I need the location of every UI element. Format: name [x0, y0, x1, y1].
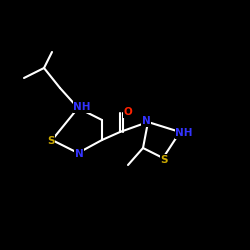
- Text: N: N: [74, 149, 84, 159]
- Text: S: S: [160, 155, 168, 165]
- Text: NH: NH: [73, 102, 91, 112]
- Text: O: O: [124, 107, 132, 117]
- Text: NH: NH: [175, 128, 193, 138]
- Text: S: S: [47, 136, 55, 146]
- Text: N: N: [142, 116, 150, 126]
